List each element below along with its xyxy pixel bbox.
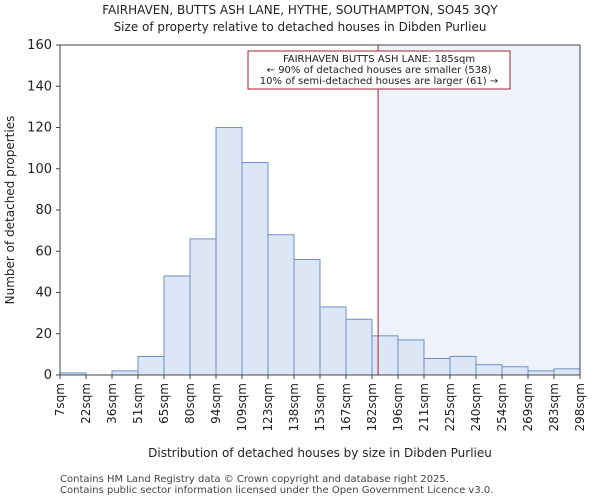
x-tick-label: 36sqm: [105, 383, 119, 424]
histogram-chart: 0 20 40 60 80 100 120 140 160 7sqm 22sqm 36sqm 51sqm…: [3, 38, 587, 460]
y-axis-label: Number of detached properties: [3, 116, 17, 305]
footer-copyright: Contains HM Land Registry data © Crown c…: [60, 474, 449, 485]
y-tick-label: 60: [35, 244, 52, 259]
histogram-bar: [501, 366, 529, 376]
x-tick-label: 211sqm: [417, 383, 431, 431]
x-tick-label: 196sqm: [391, 383, 405, 431]
footer-licence: Contains public sector information licen…: [60, 485, 494, 496]
histogram-bar: [397, 339, 425, 376]
histogram-bar: [111, 370, 139, 376]
histogram-bar: [241, 162, 269, 376]
histogram-bar: [189, 238, 217, 376]
x-tick-label: 65sqm: [157, 383, 171, 424]
histogram-bar: [475, 364, 503, 376]
histogram-bar: [527, 370, 555, 376]
x-tick-label: 283sqm: [547, 383, 561, 431]
y-tick-label: 160: [27, 38, 52, 53]
highlight-region: [378, 45, 580, 375]
x-tick-label: 225sqm: [443, 383, 457, 431]
y-tick-label: 140: [27, 79, 52, 94]
x-tick-label: 109sqm: [235, 383, 249, 431]
x-tick-label: 240sqm: [469, 383, 483, 431]
chart-title: FAIRHAVEN, BUTTS ASH LANE, HYTHE, SOUTHA…: [102, 3, 498, 17]
x-tick-label: 51sqm: [131, 383, 145, 424]
histogram-bar: [215, 127, 243, 376]
y-tick-label: 80: [35, 203, 52, 218]
x-tick-label: 7sqm: [53, 383, 67, 416]
x-tick-label: 22sqm: [79, 383, 93, 424]
y-tick-label: 40: [35, 286, 52, 301]
histogram-bar: [293, 259, 321, 376]
x-tick-label: 182sqm: [365, 383, 379, 431]
y-tick-label: 20: [35, 327, 52, 342]
histogram-bar: [319, 306, 347, 376]
y-tick-label: 120: [27, 121, 52, 136]
x-tick-label: 254sqm: [495, 383, 509, 431]
histogram-bar: [553, 368, 581, 376]
x-tick-label: 138sqm: [287, 383, 301, 431]
chart-subtitle: Size of property relative to detached ho…: [113, 20, 487, 34]
y-tick-label: 100: [27, 162, 52, 177]
x-tick-label: 123sqm: [261, 383, 275, 431]
x-tick-label: 153sqm: [313, 383, 327, 431]
annotation-box: [247, 50, 511, 90]
histogram-bar: [267, 234, 295, 376]
histogram-bar: [423, 358, 451, 376]
x-tick-label: 298sqm: [573, 383, 587, 431]
annotation-line: ← 90% of detached houses are smaller (53…: [267, 65, 492, 76]
x-tick-label: 269sqm: [521, 383, 535, 431]
histogram-bar: [345, 318, 373, 376]
annotation-line: FAIRHAVEN BUTTS ASH LANE: 185sqm: [283, 54, 475, 65]
histogram-bar: [137, 355, 165, 376]
histogram-bar: [371, 335, 399, 376]
annotation-line: 10% of semi-detached houses are larger (…: [260, 76, 498, 87]
y-tick-label: 0: [44, 368, 52, 383]
x-tick-label: 167sqm: [339, 383, 353, 431]
histogram-bar: [449, 355, 477, 376]
x-axis-label: Distribution of detached houses by size …: [148, 446, 492, 460]
histogram-bar: [163, 275, 191, 376]
x-tick-label: 80sqm: [183, 383, 197, 424]
x-tick-label: 94sqm: [209, 383, 223, 424]
